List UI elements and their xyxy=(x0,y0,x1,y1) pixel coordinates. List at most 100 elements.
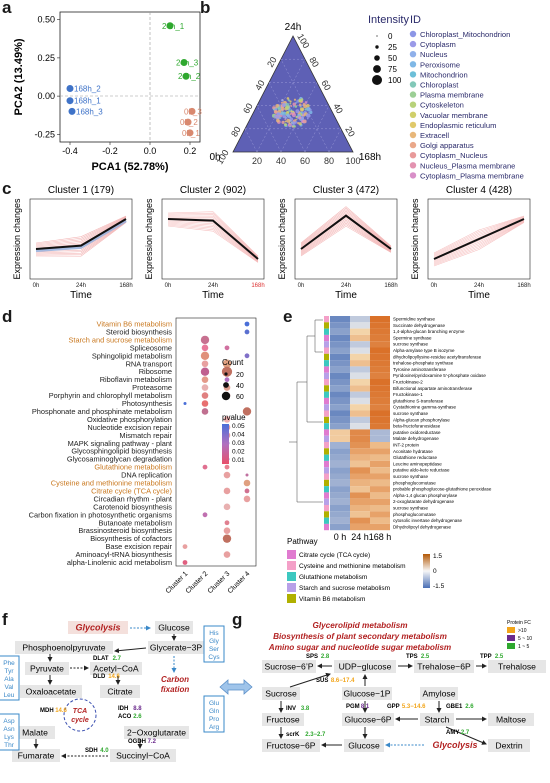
carbon-fixation-label-2: fixation xyxy=(161,685,190,694)
cluster-gene-line xyxy=(167,223,259,262)
enrichment-pathway-label: Cysteine and methionine metabolism xyxy=(51,479,172,488)
heatmap-gene-label: Alpha-amylase type B isozyme xyxy=(393,348,455,353)
heatmap-cell xyxy=(350,404,370,411)
heatmap-colorbar xyxy=(423,554,430,588)
cluster-gene-line xyxy=(433,221,525,265)
amino-acid-label: Phe xyxy=(3,660,15,667)
tca-label: TCA xyxy=(73,708,87,715)
enrichment-dot xyxy=(201,400,209,407)
cluster-gene-line xyxy=(35,221,127,256)
heatmap-cell xyxy=(350,416,370,424)
cluster-title: Cluster 2 (902) xyxy=(180,185,246,196)
enrichment-pathway-label: Butanoate metabolism xyxy=(98,518,172,527)
heatmap-annotation-cell xyxy=(324,435,329,442)
panel-label-b: b xyxy=(200,0,211,17)
enrichment-pathway-label: alpha-Linolenic acid metabolism xyxy=(67,558,172,567)
ternary-point xyxy=(300,111,303,114)
heatmap-cell xyxy=(330,366,350,373)
id-legend-dot xyxy=(409,91,417,98)
heatmap-cell xyxy=(350,454,370,461)
node-pyruvate: Pyruvate xyxy=(30,664,64,674)
enrichment-dot xyxy=(242,407,252,416)
heatmap-cell xyxy=(350,385,370,392)
id-legend-dot xyxy=(409,61,417,68)
cluster-gene-line xyxy=(433,220,525,263)
enrichment-pathway-label: Steroid biosynthesis xyxy=(106,327,172,336)
cluster-gene-line xyxy=(300,218,392,252)
enrichment-pathway-label: Proteasome xyxy=(132,383,172,392)
ternary-point xyxy=(273,109,278,114)
amino-acid-label: Ser xyxy=(209,646,220,653)
intensity-legend-dot xyxy=(372,75,382,85)
node-succinyl-box xyxy=(110,749,176,762)
heatmap-cell xyxy=(330,467,350,474)
cluster-centroid-line xyxy=(167,218,259,260)
heatmap-cell xyxy=(370,410,390,417)
enzyme-fc: 2.7 xyxy=(113,656,122,662)
heatmap-cell xyxy=(370,334,390,342)
intensity-legend-title: Intensity xyxy=(368,14,409,26)
heatmap-gene-label: 2-oxoglutarate dehydrogenase xyxy=(393,499,455,504)
ternary-axis-top: 24h xyxy=(285,22,302,33)
cluster-gene-line xyxy=(167,222,259,262)
heatmap-annotation-cell xyxy=(324,517,329,524)
heatmap-cell xyxy=(370,479,390,487)
pvalue-legend: 0.05 0.040.03 0.020.01 xyxy=(232,423,245,464)
cluster-gene-line xyxy=(300,212,392,249)
ternary-gridline xyxy=(304,105,330,153)
pca-plot: -0.4 -0.2 0.0 0.2 0.500.250.00-0.25 24h_124… xyxy=(13,11,202,173)
ternary-triangle xyxy=(232,35,354,153)
ternary-point xyxy=(292,110,295,113)
id-legend-dot xyxy=(409,162,417,169)
pvalue-legend-label: 0.03 xyxy=(232,440,245,447)
heatmap-cell xyxy=(330,517,350,524)
id-legend-label: Nucleus_Plasma membrane xyxy=(420,161,515,170)
tca-cycle-circle xyxy=(63,698,97,732)
cluster-title: Cluster 1 (179) xyxy=(48,185,114,196)
ternary-tick-bottom: 100 xyxy=(345,156,360,166)
heatmap-cell xyxy=(350,498,370,505)
enzyme-label: TPS xyxy=(406,654,418,660)
heatmap-annotation-cell xyxy=(324,385,329,392)
cluster-ylabel: Expression changes xyxy=(410,198,420,280)
enrichment-dot xyxy=(223,551,231,558)
enrichment-pathway-label: Carbon fixation in photosynthetic organi… xyxy=(29,510,173,519)
enrichment-pathway-label: Brassinosteroid biosynthesis xyxy=(78,526,172,535)
heatmap-cell xyxy=(370,517,390,524)
enrichment-dot xyxy=(200,367,210,376)
protein-fc-legend-title: Protein FC xyxy=(507,620,531,626)
ternary-point xyxy=(272,108,275,111)
node-fumarate: Fumarate xyxy=(18,751,55,761)
cluster-centroid-line xyxy=(300,214,392,250)
ternary-point xyxy=(290,105,293,108)
heatmap-annotation-cell xyxy=(324,391,329,398)
ternary-point xyxy=(298,122,302,126)
heatmap-cell xyxy=(370,328,390,335)
enrichment-dot xyxy=(244,353,250,359)
ternary-gridline xyxy=(268,82,306,153)
heatmap-gene-label: glutathione S-transferase xyxy=(393,398,444,403)
cluster-title: Cluster 4 (428) xyxy=(446,185,512,196)
node-sucrose: Sucrose xyxy=(265,689,297,699)
enrichment-dot xyxy=(201,360,209,368)
pca-point xyxy=(182,72,190,80)
amino-acid-label: Asp xyxy=(3,718,15,725)
pca-point xyxy=(68,107,76,115)
node-maltose-box xyxy=(488,713,534,726)
heatmap-cell xyxy=(330,379,350,386)
enrichment-pathway-label: Base excision repair xyxy=(105,542,172,551)
heatmap-cell xyxy=(350,379,370,386)
heatmap-cell xyxy=(350,360,370,367)
enrichment-dot xyxy=(200,351,210,360)
node-fructose-box xyxy=(262,713,304,726)
ternary-point xyxy=(295,109,300,114)
heatmap-cell xyxy=(330,416,350,424)
node-glucose-box xyxy=(155,621,193,634)
enrichment-pathway-label: Sphingolipid metabolism xyxy=(92,351,172,360)
cluster-gene-line xyxy=(167,220,259,261)
heatmap-gene-label: sucrose synthase xyxy=(393,474,429,479)
heatmap-cell xyxy=(350,442,370,449)
heatmap-annotation-cell xyxy=(324,347,329,354)
heatmap-gene-label: Leucine aminopeptidase xyxy=(393,461,442,466)
